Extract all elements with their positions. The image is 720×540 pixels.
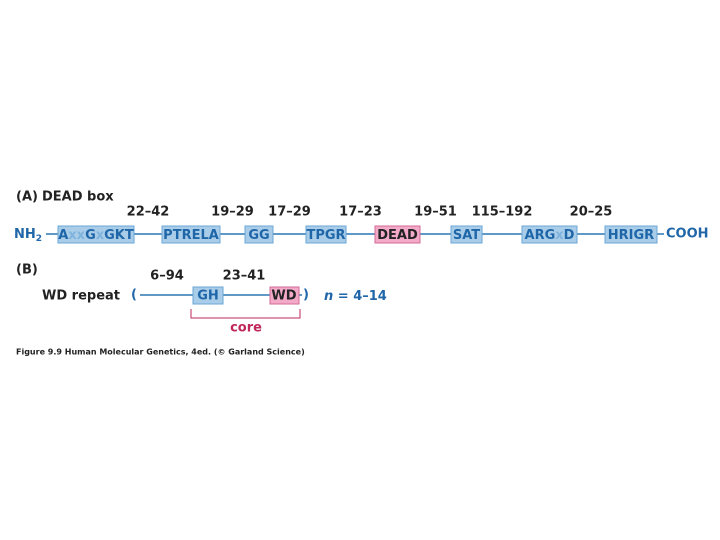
motif-box bbox=[244, 225, 274, 244]
repeat-count: n = 4–14 bbox=[324, 289, 387, 304]
motif-part: GG bbox=[248, 228, 269, 243]
motif: GH bbox=[197, 289, 219, 304]
panel-title: DEAD box bbox=[42, 190, 114, 205]
motif: SAT bbox=[453, 228, 480, 243]
motif-part: TPGR bbox=[306, 228, 345, 243]
bracket: ) bbox=[303, 288, 309, 303]
motif: PTRELA bbox=[163, 228, 219, 243]
motif-box bbox=[450, 225, 483, 244]
motif-part: x bbox=[96, 228, 105, 243]
motif-box bbox=[161, 225, 221, 244]
spacer: 19–29 bbox=[211, 205, 254, 220]
motif-box bbox=[192, 286, 224, 305]
motif-box bbox=[604, 225, 658, 244]
spacer: 19–51 bbox=[414, 205, 457, 220]
spacer: 115–192 bbox=[472, 205, 533, 220]
motif-part: DEAD bbox=[377, 228, 418, 243]
motif-part: x bbox=[555, 228, 564, 243]
motif-part: A bbox=[58, 228, 68, 243]
c-terminus: COOH bbox=[666, 227, 709, 242]
motif: DEAD bbox=[377, 228, 418, 243]
bracket: ( bbox=[131, 288, 137, 303]
motif-part: xx bbox=[68, 228, 85, 243]
spacer: 23–41 bbox=[223, 269, 266, 284]
spacer: 17–29 bbox=[268, 205, 311, 220]
spacer: 17–23 bbox=[339, 205, 382, 220]
motif: TPGR bbox=[306, 228, 345, 243]
motif: AxxGxGKT bbox=[58, 228, 134, 243]
motif-box bbox=[305, 225, 347, 244]
motif-box bbox=[57, 225, 135, 244]
core-label: core bbox=[230, 321, 262, 336]
motif-box bbox=[269, 286, 300, 305]
motif-box bbox=[374, 225, 421, 244]
spacer: 20–25 bbox=[570, 205, 613, 220]
panel-label: (B) bbox=[16, 263, 38, 278]
core-bracket bbox=[190, 309, 301, 319]
motif-part: PTRELA bbox=[163, 228, 219, 243]
n-terminus: NH2 bbox=[14, 227, 42, 244]
motif-box bbox=[521, 225, 578, 244]
motif-part: ARG bbox=[525, 228, 556, 243]
motif-part: D bbox=[564, 228, 575, 243]
panel-title: WD repeat bbox=[42, 289, 120, 304]
motif-part: GKT bbox=[104, 228, 134, 243]
motif: ARGxD bbox=[525, 228, 575, 243]
motif: HRIGR bbox=[608, 228, 654, 243]
motif-part: SAT bbox=[453, 228, 480, 243]
motif: WD bbox=[271, 289, 296, 304]
spacer: 6–94 bbox=[150, 269, 184, 284]
motif: GG bbox=[248, 228, 269, 243]
caption: Figure 9.9 Human Molecular Genetics, 4ed… bbox=[16, 348, 305, 357]
spacer: 22–42 bbox=[127, 205, 170, 220]
panel-label: (A) bbox=[16, 190, 38, 205]
motif-part: G bbox=[85, 228, 96, 243]
motif-part: HRIGR bbox=[608, 228, 654, 243]
